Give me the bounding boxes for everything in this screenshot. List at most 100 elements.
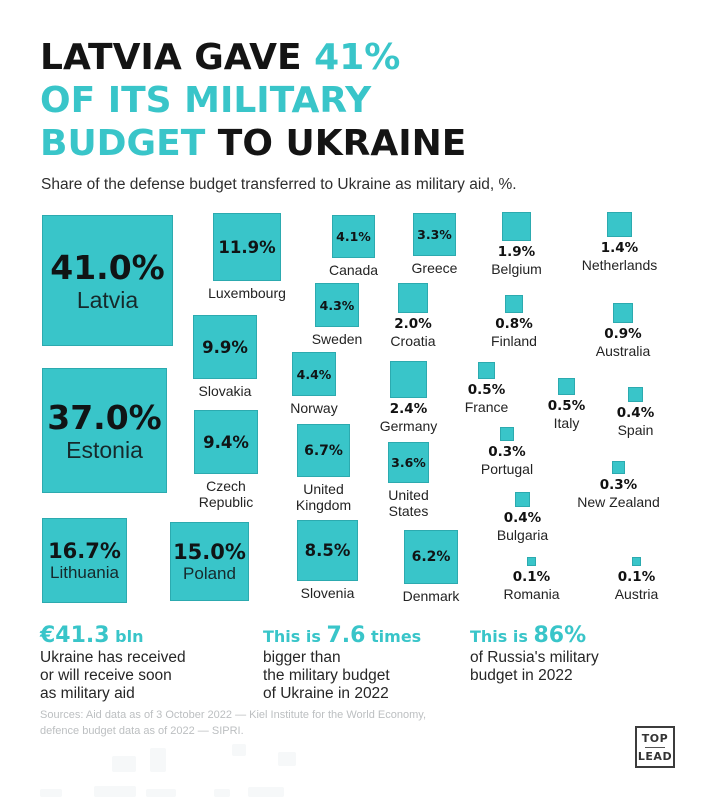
stat-highlight-segment: This is (470, 627, 534, 646)
stat-highlight: This is 7.6 times (263, 624, 478, 649)
title-segment: 41% (314, 37, 401, 78)
title-line: OF ITS MILITARY (40, 79, 466, 122)
country-label: Poland (183, 563, 236, 583)
country-tile-poland: 15.0% Poland (170, 522, 249, 601)
country-tile-slovakia: 9.9% Slovakia (193, 315, 257, 399)
value-square (478, 362, 495, 379)
tile-caption: 0.1% Austria (615, 569, 659, 602)
value-label: 9.4% (203, 432, 249, 452)
country-label: France (464, 398, 509, 415)
title-segment: OF ITS MILITARY (40, 80, 372, 121)
country-label: Italy (553, 414, 580, 431)
tile-caption: United States (388, 487, 428, 519)
tile-caption: Canada (329, 262, 378, 279)
tile-caption: Slovenia (301, 585, 355, 602)
stat-2: This is 7.6 times bigger than the military… (263, 624, 478, 703)
country-tile-united-states: 3.6% United States (388, 442, 429, 519)
value-square: 6.7% (297, 424, 350, 477)
tile-caption: 0.4% Bulgaria (497, 510, 548, 543)
value-label: 1.9% (497, 244, 536, 260)
value-square: 11.9% (213, 213, 281, 281)
tile-caption: 0.3% New Zealand (577, 477, 660, 510)
value-label: 0.4% (616, 405, 655, 421)
country-label: Finland (491, 332, 537, 349)
country-tile-austria: 0.1% Austria (615, 557, 658, 601)
watermark-blob (112, 756, 136, 772)
value-square (607, 212, 632, 237)
watermark-blob (150, 748, 166, 772)
value-square (390, 361, 427, 398)
country-label: Spain (617, 421, 654, 438)
stat-text-line: Ukraine has received (40, 649, 186, 666)
country-label: Estonia (66, 436, 143, 463)
tile-caption: Luxembourg (208, 285, 286, 302)
country-label: Denmark (402, 588, 460, 604)
country-tile-canada: 4.1% Canada (329, 215, 378, 278)
watermark-blob (278, 752, 296, 766)
value-square (628, 387, 643, 402)
value-square: 4.3% (315, 283, 359, 327)
value-label: 15.0% (173, 539, 246, 564)
country-label: Norway (290, 400, 338, 416)
tile-caption: 2.4% Germany (380, 401, 438, 434)
country-tile-croatia: 2.0% Croatia (390, 283, 436, 348)
country-label: Portugal (480, 460, 534, 477)
stat-3: This is 86% of Russia's military budget in… (470, 624, 685, 685)
country-label: Australia (595, 342, 651, 359)
stat-text-line: or will receive soon (40, 667, 172, 684)
sources-note: Sources: Aid data as of 3 October 2022 —… (40, 708, 426, 740)
country-tile-new-zealand: 0.3% New Zealand (577, 461, 660, 509)
value-square: 4.4% (292, 352, 336, 396)
country-label: Latvia (76, 286, 139, 313)
country-label: Croatia (390, 332, 436, 349)
page-title: LATVIA GAVE 41% OF ITS MILITARY BUDGET TO … (40, 36, 466, 165)
value-label: 0.3% (599, 477, 638, 493)
tile-caption: 0.4% Spain (616, 405, 655, 438)
country-tile-portugal: 0.3% Portugal (481, 427, 533, 476)
country-tile-latvia: 41.0% Latvia (42, 215, 173, 346)
country-tile-france: 0.5% France (465, 362, 508, 414)
country-tile-estonia: 37.0% Estonia (42, 368, 167, 493)
value-square: 9.9% (193, 315, 257, 379)
stat-highlight: This is 86% (470, 624, 685, 649)
value-square: 6.2% (404, 530, 458, 584)
tile-caption: 0.5% France (464, 382, 509, 415)
stat-text-line: of Ukraine in 2022 (263, 685, 389, 702)
country-tile-norway: 4.4% Norway (290, 352, 338, 416)
country-tile-spain: 0.4% Spain (617, 387, 654, 437)
title-segment: TO UKRAINE (217, 123, 467, 164)
value-label: 16.7% (48, 538, 121, 563)
value-square (558, 378, 575, 395)
sources-line: defence budget data as of 2022 — SIPRI. (40, 724, 244, 737)
country-label: Belgium (491, 260, 542, 277)
tile-caption: 1.9% Belgium (491, 244, 542, 277)
title-segment: BUDGET (40, 123, 218, 164)
value-square (505, 295, 523, 313)
tile-caption: Denmark (403, 588, 460, 605)
value-square (515, 492, 530, 507)
value-square (500, 427, 514, 441)
country-label: Lithuania (49, 562, 119, 582)
value-square (502, 212, 531, 241)
stat-text-line: bigger than (263, 649, 341, 666)
toplead-logo: TOP LEAD (635, 726, 675, 768)
value-label: 0.5% (547, 398, 586, 414)
tile-caption: 0.3% Portugal (480, 444, 534, 477)
stat-highlight-segment: This is (263, 627, 327, 646)
value-square: 9.4% (194, 410, 258, 474)
value-label: 4.4% (296, 366, 332, 382)
value-square: 37.0% Estonia (42, 368, 167, 493)
value-label: 6.7% (304, 442, 343, 459)
value-square (527, 557, 536, 566)
value-label: 0.9% (604, 326, 642, 342)
tile-caption: 0.9% Australia (595, 326, 651, 359)
country-label: Slovakia (198, 383, 252, 399)
logo-top-text: TOP (641, 731, 669, 745)
country-tile-netherlands: 1.4% Netherlands (582, 212, 657, 272)
tile-caption: United Kingdom (296, 481, 351, 513)
country-label: Canada (328, 262, 379, 278)
tile-caption: Sweden (312, 331, 363, 348)
tile-caption: 0.1% Romania (503, 569, 559, 602)
